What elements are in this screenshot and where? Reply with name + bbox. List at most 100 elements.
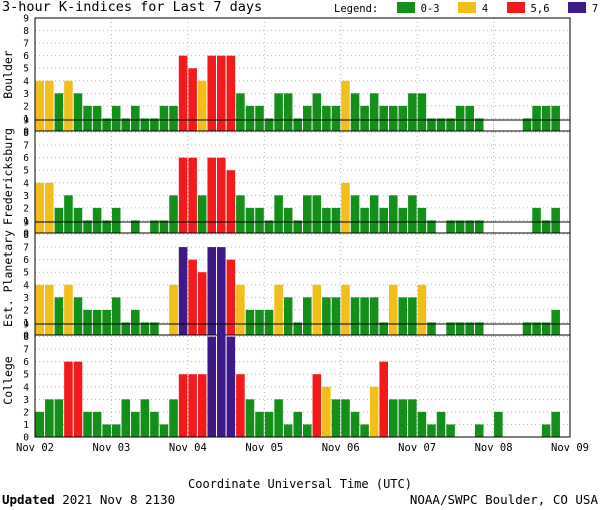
y-tick-label: 2 [23, 305, 29, 316]
y-tick-label: 3 [23, 395, 29, 406]
legend-swatch-high [506, 2, 525, 13]
k-index-bar [92, 309, 102, 335]
k-index-bar [140, 399, 150, 437]
x-tick-label: Nov 03 [92, 442, 130, 454]
k-index-bar [360, 297, 369, 335]
legend-item-mid: 4 [481, 3, 489, 15]
panel-label: Boulder [1, 50, 15, 99]
k-index-bar [350, 297, 360, 335]
k-index-bar [532, 207, 541, 233]
k-index-bar [140, 322, 150, 335]
k-index-bar [150, 118, 159, 131]
y-tick-label: 5 [23, 268, 29, 279]
k-index-bar [541, 322, 551, 335]
k-index-bar [446, 118, 455, 131]
k-index-bar [64, 80, 73, 131]
k-index-bar [169, 284, 178, 335]
k-index-bar [427, 220, 436, 233]
k-index-bar [178, 374, 188, 437]
k-index-bar [73, 207, 83, 233]
k-index-bar [408, 93, 417, 131]
k-index-bar [236, 93, 245, 131]
k-index-bar [369, 297, 379, 335]
k-index-bar [331, 297, 341, 335]
updated-value: 2021 Nov 8 2130 [62, 492, 176, 507]
x-axis-title: Coordinate Universal Time (UTC) [188, 477, 412, 491]
k-index-bar [350, 195, 360, 233]
k-index-bar [73, 297, 83, 335]
updated-label: Updated [2, 492, 55, 507]
k-index-bar [54, 297, 64, 335]
k-index-bar [111, 105, 121, 131]
y-tick-label: 9 [23, 320, 29, 331]
k-index-bar [169, 399, 178, 437]
k-index-bar [455, 220, 465, 233]
panel-college: 0 1 23 45 67 89 College [1, 320, 571, 444]
y-tick-label: 8 [23, 230, 29, 241]
k-index-bar [522, 118, 532, 131]
k-index-bar [322, 207, 331, 233]
y-tick-label: 0 [23, 229, 29, 240]
k-index-bar [197, 272, 207, 335]
k-index-bar [283, 424, 293, 437]
k-index-bar [178, 247, 188, 335]
k-index-bar [283, 207, 293, 233]
k-index-bar [341, 182, 350, 233]
k-index-bar [303, 297, 312, 335]
k-index-bar [408, 297, 417, 335]
updated-stamp: Updated 2021 Nov 8 2130 [2, 492, 175, 507]
y-tick-label: 7 [23, 243, 29, 254]
y-tick-label: 7 [23, 39, 29, 50]
k-index-bar [255, 105, 264, 131]
k-index-bar [331, 207, 341, 233]
k-index-bar [226, 55, 236, 131]
x-tick-label: Nov 07 [398, 442, 436, 454]
k-index-bar [45, 284, 54, 335]
y-tick-label: 1 [23, 420, 29, 431]
y-tick-label: 9 [23, 14, 29, 25]
y-tick-label: 5 [23, 166, 29, 177]
y-tick-label: 9 [23, 116, 29, 127]
k-index-bar [54, 93, 64, 131]
k-index-bar [150, 322, 159, 335]
k-index-bar [465, 322, 474, 335]
k-index-bar [73, 361, 83, 437]
k-index-bar [360, 105, 369, 131]
legend-swatch-low [396, 2, 415, 13]
k-index-bar [455, 322, 465, 335]
k-index-bar [388, 195, 398, 233]
k-index-bar [312, 195, 322, 233]
panel-frame [34, 119, 571, 234]
k-index-bar [369, 195, 379, 233]
k-index-bar [417, 284, 427, 335]
k-index-bar [83, 105, 92, 131]
k-index-bar [217, 324, 226, 437]
k-index-bar [417, 93, 427, 131]
k-index-bar [169, 195, 178, 233]
k-index-bar [121, 399, 131, 437]
y-tick-label: 6 [23, 153, 29, 164]
y-tick-label: 4 [23, 280, 29, 291]
k-index-bar [474, 322, 484, 335]
k-index-bar [169, 105, 178, 131]
legend: Legend: 0-3 4 5,6 7-9 [334, 2, 600, 15]
k-index-bar [236, 195, 245, 233]
k-index-bar [388, 399, 398, 437]
k-index-bar [226, 259, 236, 335]
k-index-bar [360, 424, 369, 437]
k-index-bar [322, 386, 331, 437]
y-tick-label: 5 [23, 370, 29, 381]
k-index-bar [436, 118, 446, 131]
panel-frame [34, 221, 571, 336]
k-index-bar [131, 411, 140, 437]
k-index-bar [446, 220, 455, 233]
k-index-bar [102, 220, 111, 233]
k-index-bar [322, 105, 331, 131]
k-index-bar [102, 424, 111, 437]
k-index-bar [245, 207, 255, 233]
panel-label: College [1, 356, 15, 405]
k-index-bar [360, 207, 369, 233]
k-index-bar [274, 195, 283, 233]
k-index-bar [188, 374, 197, 437]
